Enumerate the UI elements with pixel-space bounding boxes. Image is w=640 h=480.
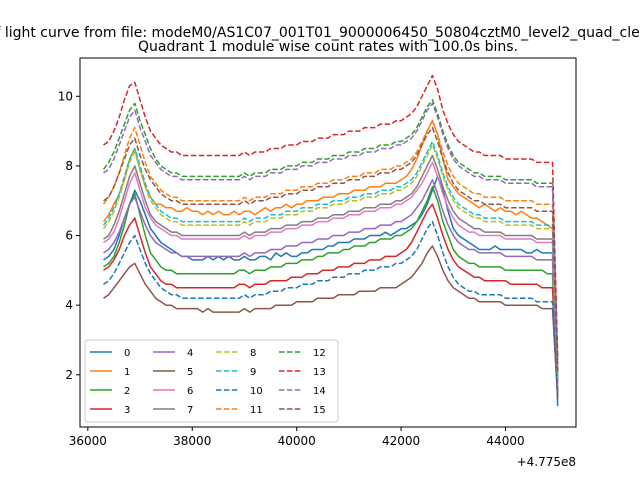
- legend-label-7: 7: [187, 405, 193, 416]
- y-tick-label: 2: [65, 368, 73, 382]
- legend-label-14: 14: [313, 386, 326, 397]
- chart-suptitle: Plot of light curve from file: modeM0/AS…: [0, 25, 640, 41]
- series-line-7: [103, 154, 559, 382]
- series-line-15: [103, 126, 559, 372]
- legend-label-3: 3: [124, 405, 130, 416]
- series-line-1: [102, 119, 559, 375]
- chart-title: Quadrant 1 module wise count rates with …: [138, 39, 518, 55]
- series-line-11: [102, 119, 559, 372]
- series-line-10: [103, 220, 559, 396]
- series-line-12: [102, 99, 559, 365]
- legend-label-0: 0: [124, 348, 130, 359]
- y-tick-label: 4: [65, 298, 73, 312]
- series-line-5: [103, 245, 559, 400]
- y-axis: 2 4 6 8 10: [58, 89, 80, 382]
- legend-label-2: 2: [124, 386, 130, 397]
- legend-label-11: 11: [250, 405, 263, 416]
- x-tick-label: 38000: [173, 434, 211, 448]
- x-offset-label: +4.775e8: [517, 455, 576, 469]
- legend-label-10: 10: [250, 386, 263, 397]
- legend-label-6: 6: [187, 386, 193, 397]
- y-tick-label: 8: [65, 159, 73, 173]
- legend-label-4: 4: [187, 348, 193, 359]
- y-tick-label: 10: [58, 89, 73, 103]
- legend-label-5: 5: [187, 367, 193, 378]
- x-tick-label: 44000: [486, 434, 524, 448]
- legend-label-15: 15: [313, 405, 326, 416]
- legend-label-1: 1: [124, 367, 130, 378]
- series-line-3: [103, 203, 559, 396]
- series-line-8: [102, 144, 559, 379]
- x-tick-label: 36000: [69, 434, 107, 448]
- series-line-9: [102, 140, 559, 379]
- series-line-13: [103, 74, 559, 358]
- legend-box: [84, 339, 339, 423]
- legend-label-13: 13: [313, 367, 326, 378]
- series-layer: [102, 74, 559, 407]
- series-line-4: [103, 179, 559, 389]
- plot-area: [79, 57, 577, 428]
- legend-label-12: 12: [313, 348, 326, 359]
- legend-label-9: 9: [250, 367, 256, 378]
- x-tick-label: 42000: [382, 434, 420, 448]
- x-tick-label: 40000: [278, 434, 316, 448]
- x-axis: 36000 38000 40000 42000 44000: [69, 427, 525, 448]
- series-line-14: [103, 102, 559, 365]
- legend-label-8: 8: [250, 348, 256, 359]
- y-tick-label: 6: [65, 229, 73, 243]
- series-line-2: [103, 186, 559, 393]
- axes-frame: [79, 57, 577, 428]
- series-line-6: [103, 161, 559, 386]
